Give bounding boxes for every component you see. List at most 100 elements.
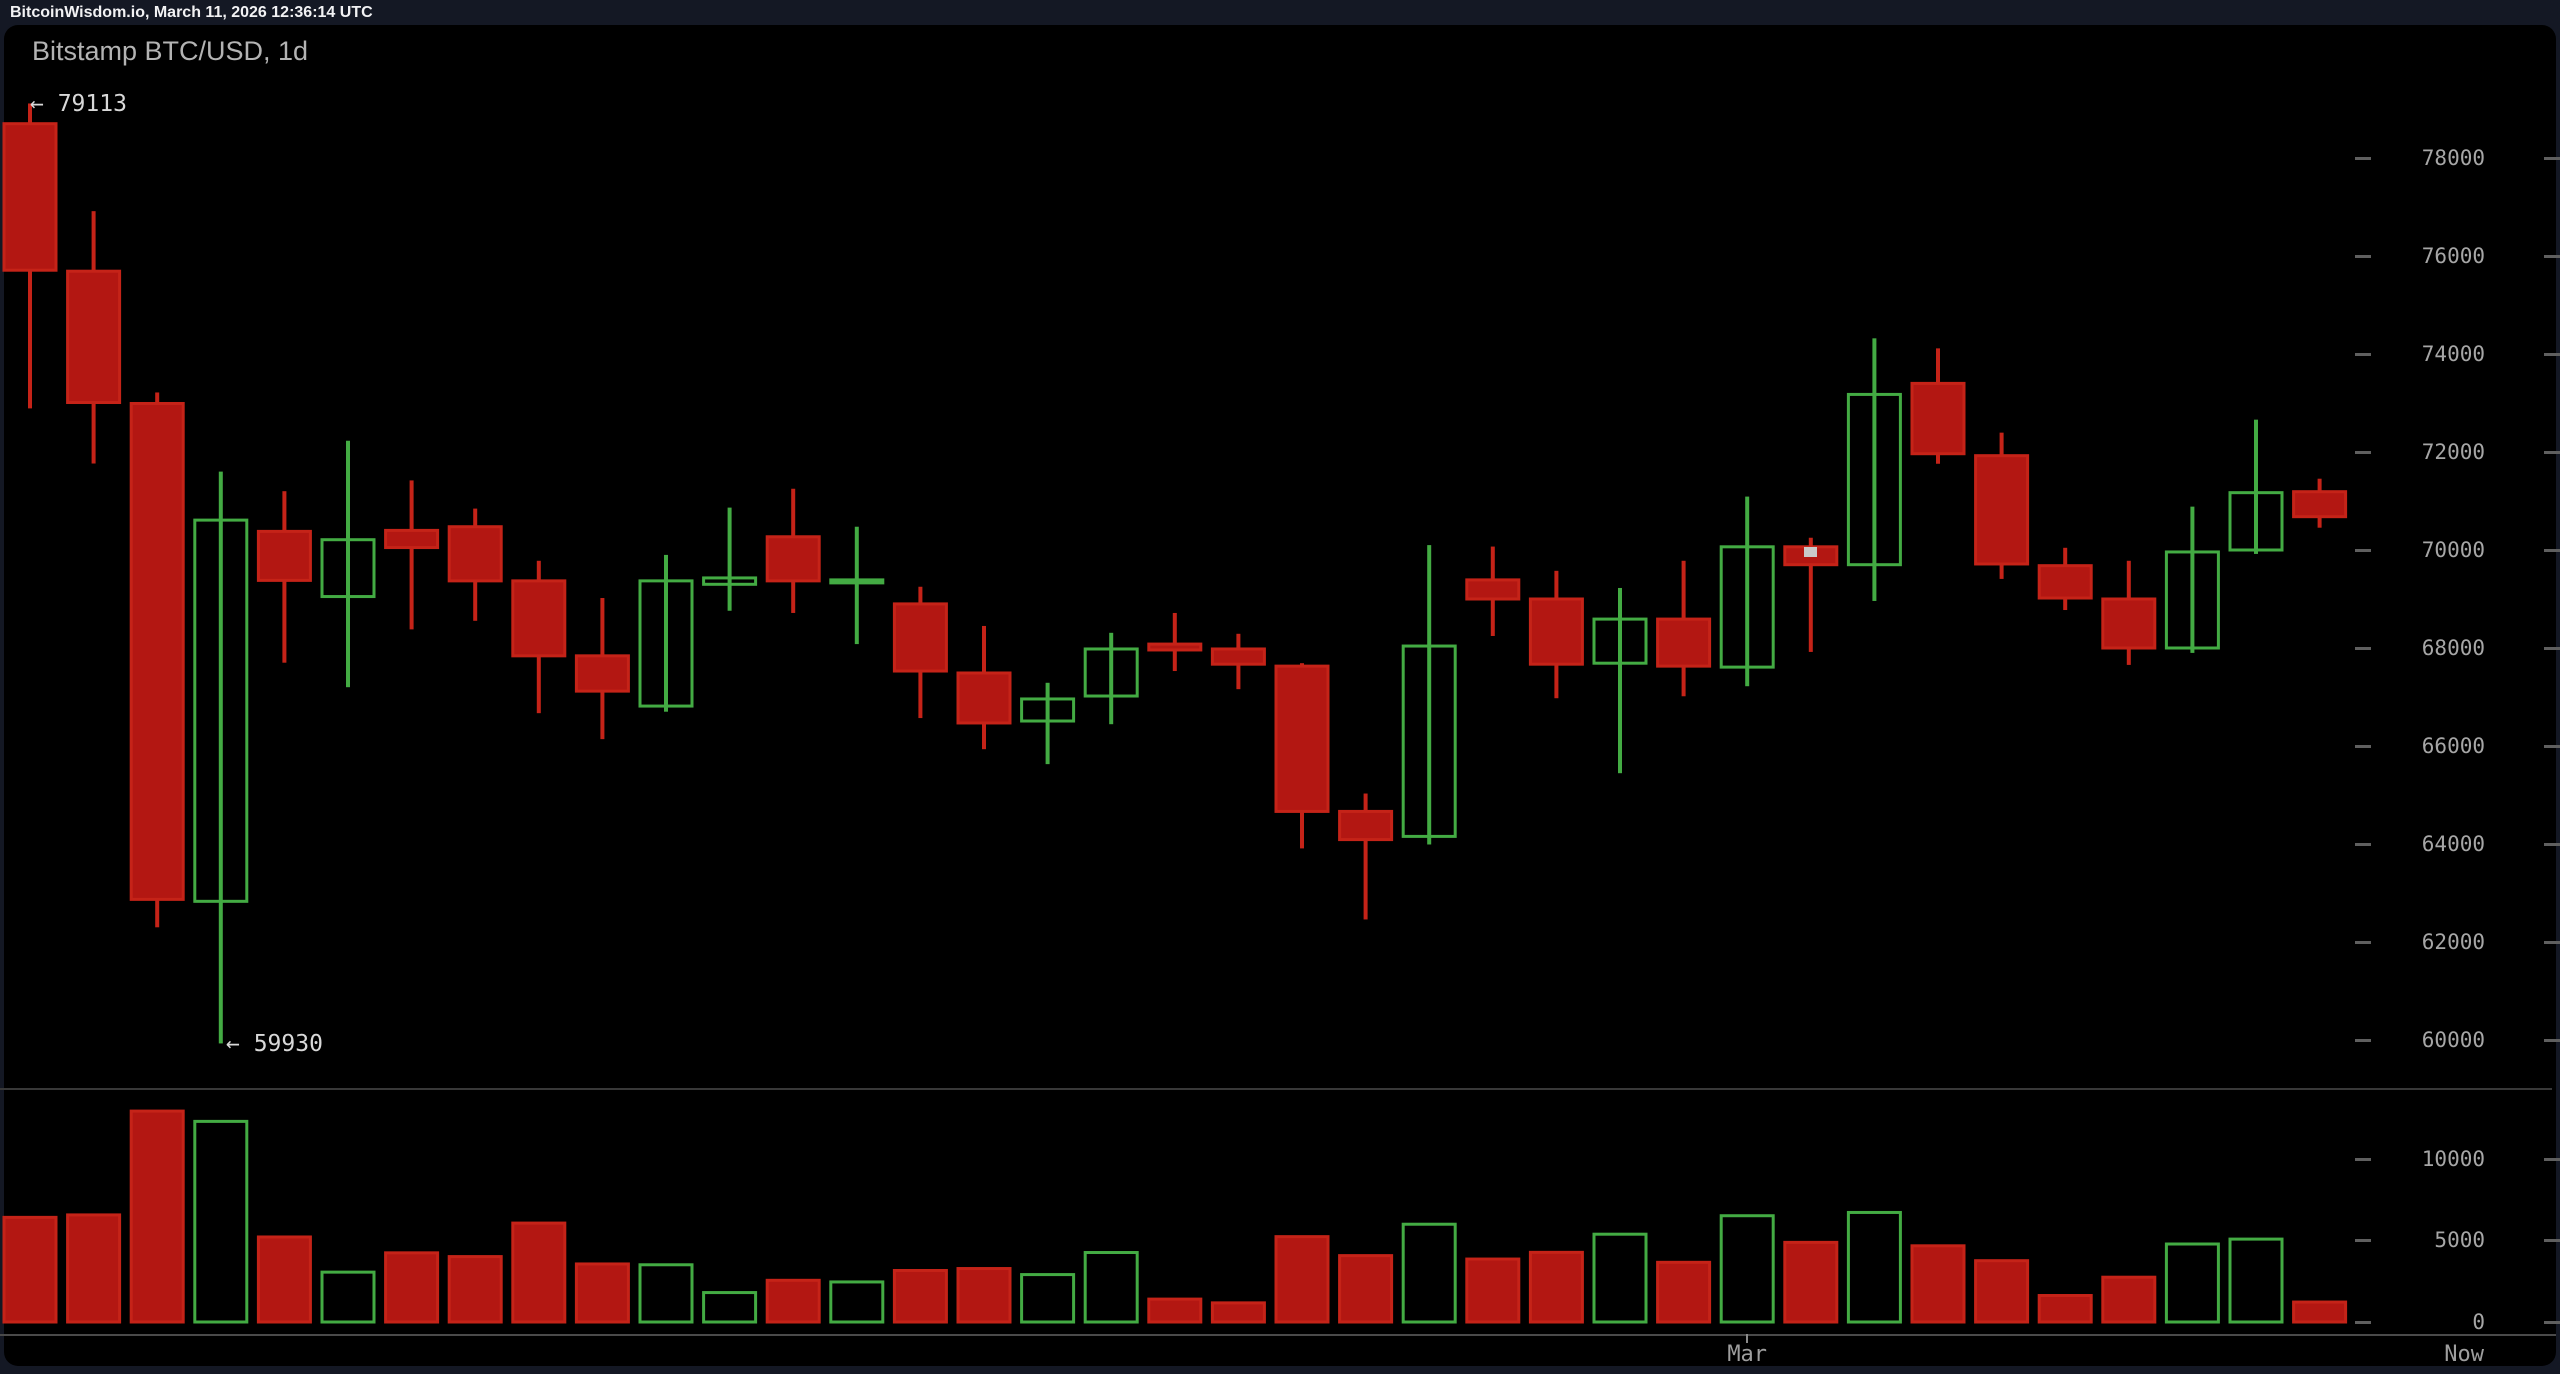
candle-wick: [1172, 612, 1177, 672]
price-tick-label: 78000: [2421, 146, 2485, 170]
price-tick-dash: [2544, 157, 2560, 160]
volume-tick-label: 10000: [2421, 1146, 2485, 1171]
candle-body: [1656, 617, 1712, 668]
volume-bar: [892, 1268, 948, 1324]
x-axis-line: [0, 1334, 2556, 1336]
candle-wick: [1363, 793, 1368, 920]
volume-bar: [1974, 1259, 2030, 1324]
candle-body: [2164, 550, 2220, 650]
volume-bar: [1910, 1244, 1966, 1324]
candle-body: [2, 122, 58, 272]
volume-bar: [1083, 1251, 1139, 1324]
candle-body: [2292, 490, 2348, 519]
price-tick-label: 70000: [2421, 538, 2485, 562]
volume-bar: [1465, 1257, 1521, 1324]
low-annotation: ← 59930: [226, 1031, 323, 1058]
x-axis-label-mar: Mar: [1727, 1342, 1768, 1367]
price-tick-label: 64000: [2421, 832, 2485, 856]
volume-bar: [320, 1270, 376, 1324]
candle-body: [829, 578, 885, 585]
price-tick-dash: [2355, 255, 2371, 258]
candle-body: [1147, 642, 1203, 652]
volume-bar: [1656, 1260, 1712, 1324]
volume-bar: [256, 1235, 312, 1324]
candle-wick: [2190, 506, 2195, 653]
candle-body: [1210, 647, 1266, 666]
candle-wick: [854, 526, 859, 645]
candle-body: [1974, 454, 2030, 566]
volume-bar: [447, 1255, 503, 1324]
top-bar-text: BitcoinWisdom.io, March 11, 2026 12:36:1…: [10, 4, 373, 21]
volume-bar: [2, 1215, 58, 1324]
candle-body: [1020, 697, 1076, 723]
candle-body: [1465, 578, 1521, 601]
volume-tick-dash: [2355, 1321, 2371, 1324]
candle-body: [447, 525, 503, 583]
price-tick-dash: [2544, 451, 2560, 454]
candle-wick: [1618, 587, 1622, 774]
price-tick-dash: [2544, 1039, 2560, 1042]
volume-bar: [2228, 1237, 2284, 1324]
volume-bar: [574, 1262, 630, 1324]
candle-wick: [1045, 682, 1050, 765]
volume-bar: [2164, 1242, 2220, 1324]
volume-bar: [1274, 1235, 1330, 1324]
candle-body: [1274, 664, 1330, 813]
price-tick-dash: [2355, 941, 2371, 944]
price-tick-dash: [2544, 647, 2560, 650]
candle-body: [1910, 381, 1966, 456]
crosshair-cursor[interactable]: [1803, 547, 1817, 558]
candle-wick: [1109, 632, 1114, 725]
volume-bar: [511, 1221, 567, 1324]
candle-body: [892, 602, 948, 673]
volume-bar: [829, 1280, 885, 1324]
candle-wick: [1745, 496, 1750, 687]
candle-wick: [409, 480, 414, 630]
volume-bar: [956, 1267, 1012, 1324]
volume-bar: [1783, 1240, 1839, 1324]
volume-bar: [1147, 1297, 1203, 1324]
volume-tick-dash: [2355, 1239, 2371, 1243]
pane-separator: [0, 1088, 2552, 1090]
volume-bar: [638, 1263, 694, 1324]
volume-tick-dash: [2355, 1157, 2371, 1161]
volume-bar: [1592, 1232, 1648, 1324]
volume-bar: [129, 1109, 185, 1324]
volume-tick-dash: [2544, 1321, 2560, 1324]
candle-body: [2228, 491, 2284, 552]
candle-wick: [1427, 545, 1432, 845]
price-tick-dash: [2544, 941, 2560, 944]
volume-tick-label: 0: [2472, 1310, 2485, 1334]
price-tick-dash: [2355, 1039, 2371, 1042]
volume-tick-dash: [2544, 1239, 2560, 1243]
price-tick-dash: [2544, 549, 2560, 552]
volume-bar: [1020, 1273, 1076, 1324]
page-title: Bitstamp BTC/USD, 1d: [32, 36, 309, 66]
volume-bar: [1338, 1254, 1394, 1324]
price-tick-dash: [2355, 451, 2371, 454]
price-tick-dash: [2355, 353, 2371, 356]
price-tick-dash: [2355, 157, 2371, 160]
price-tick-dash: [2544, 745, 2560, 748]
candle-wick: [664, 554, 668, 712]
volume-bar: [2037, 1294, 2093, 1324]
candle-body: [1592, 617, 1648, 665]
price-tick-dash: [2544, 843, 2560, 846]
volume-bar: [702, 1291, 758, 1324]
candle-body: [956, 671, 1012, 725]
candle-body: [1846, 392, 1902, 567]
volume-bar: [193, 1119, 249, 1324]
price-tick-label: 68000: [2421, 636, 2485, 660]
price-tick-dash: [2544, 255, 2560, 258]
price-tick-label: 76000: [2421, 244, 2485, 268]
price-tick-dash: [2355, 745, 2371, 748]
volume-bar: [1846, 1210, 1902, 1324]
price-tick-label: 72000: [2421, 440, 2485, 464]
high-annotation: ← 79113: [30, 91, 127, 118]
candle-wick: [1808, 537, 1813, 652]
volume-bar: [1401, 1222, 1457, 1324]
top-bar: BitcoinWisdom.io, March 11, 2026 12:36:1…: [0, 0, 2560, 25]
volume-tick-label: 5000: [2434, 1228, 2485, 1253]
